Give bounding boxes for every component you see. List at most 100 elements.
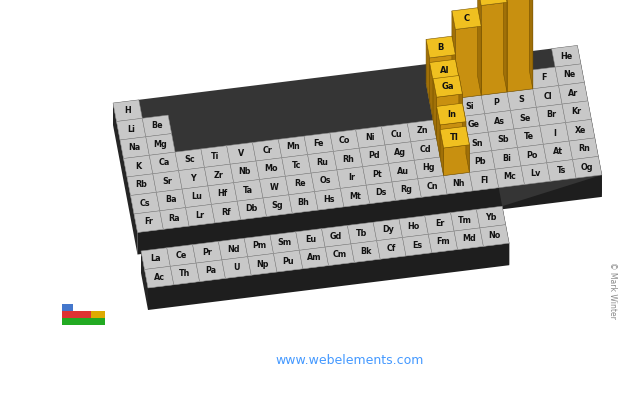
Text: Kr: Kr bbox=[572, 107, 582, 116]
Polygon shape bbox=[330, 130, 359, 151]
Polygon shape bbox=[480, 225, 509, 246]
Polygon shape bbox=[366, 182, 396, 204]
Text: Ca: Ca bbox=[158, 158, 170, 168]
Polygon shape bbox=[237, 198, 266, 220]
Text: B: B bbox=[438, 42, 444, 52]
Polygon shape bbox=[351, 241, 380, 262]
Polygon shape bbox=[149, 152, 179, 174]
Text: Zn: Zn bbox=[416, 126, 428, 136]
Polygon shape bbox=[433, 117, 463, 139]
Polygon shape bbox=[569, 138, 598, 160]
Polygon shape bbox=[204, 164, 234, 186]
Text: Bh: Bh bbox=[298, 198, 309, 207]
Text: Tl: Tl bbox=[451, 133, 459, 142]
Polygon shape bbox=[552, 45, 581, 67]
Polygon shape bbox=[403, 234, 432, 256]
Polygon shape bbox=[113, 103, 138, 254]
Polygon shape bbox=[511, 107, 540, 129]
Polygon shape bbox=[167, 245, 196, 266]
Polygon shape bbox=[289, 192, 318, 213]
Text: Lv: Lv bbox=[531, 169, 541, 178]
Text: H: H bbox=[124, 106, 131, 115]
Polygon shape bbox=[440, 154, 469, 176]
Polygon shape bbox=[381, 123, 411, 145]
Polygon shape bbox=[227, 142, 256, 164]
Text: Na: Na bbox=[129, 143, 141, 152]
Text: Ta: Ta bbox=[243, 186, 253, 195]
Text: Sm: Sm bbox=[278, 238, 292, 247]
Polygon shape bbox=[428, 231, 458, 253]
Polygon shape bbox=[504, 0, 507, 92]
Polygon shape bbox=[411, 139, 440, 160]
Text: Hf: Hf bbox=[218, 189, 228, 198]
Text: V: V bbox=[238, 149, 244, 158]
Text: Al: Al bbox=[440, 66, 449, 75]
Text: Ds: Ds bbox=[375, 188, 387, 197]
Text: Ga: Ga bbox=[442, 82, 454, 91]
Text: Bk: Bk bbox=[360, 247, 371, 256]
Polygon shape bbox=[477, 8, 481, 95]
Text: Mo: Mo bbox=[264, 164, 277, 173]
Text: Ba: Ba bbox=[165, 196, 177, 204]
Text: Rg: Rg bbox=[401, 185, 413, 194]
Polygon shape bbox=[488, 129, 518, 151]
Polygon shape bbox=[502, 206, 509, 265]
Text: Hg: Hg bbox=[422, 164, 435, 172]
Polygon shape bbox=[407, 120, 436, 142]
Polygon shape bbox=[507, 0, 532, 92]
Text: Pt: Pt bbox=[372, 170, 382, 179]
Polygon shape bbox=[230, 161, 259, 183]
Text: Dy: Dy bbox=[382, 225, 394, 234]
Text: Rh: Rh bbox=[342, 154, 354, 164]
Polygon shape bbox=[444, 145, 469, 176]
Text: Fr: Fr bbox=[144, 217, 153, 226]
Text: Ar: Ar bbox=[568, 89, 579, 98]
Polygon shape bbox=[444, 172, 473, 194]
Polygon shape bbox=[418, 176, 447, 197]
Polygon shape bbox=[377, 238, 406, 259]
Text: I: I bbox=[553, 129, 556, 138]
Polygon shape bbox=[452, 8, 481, 29]
Polygon shape bbox=[577, 45, 602, 197]
Polygon shape bbox=[186, 204, 215, 226]
Text: Tc: Tc bbox=[292, 161, 301, 170]
Text: S: S bbox=[518, 95, 525, 104]
Text: Ga: Ga bbox=[442, 123, 454, 132]
Polygon shape bbox=[160, 208, 189, 229]
Text: Os: Os bbox=[320, 176, 332, 185]
Polygon shape bbox=[436, 135, 466, 157]
Text: Lu: Lu bbox=[191, 192, 202, 201]
Text: Th: Th bbox=[179, 270, 191, 278]
Polygon shape bbox=[134, 211, 163, 232]
Text: Fm: Fm bbox=[436, 238, 450, 246]
Text: Mg: Mg bbox=[154, 140, 167, 149]
Polygon shape bbox=[469, 169, 499, 191]
Text: www.webelements.com: www.webelements.com bbox=[276, 354, 424, 366]
Polygon shape bbox=[566, 119, 595, 141]
Text: Li: Li bbox=[127, 125, 135, 134]
Text: Ra: Ra bbox=[168, 214, 180, 223]
Text: In: In bbox=[447, 110, 456, 118]
Polygon shape bbox=[170, 263, 200, 285]
Polygon shape bbox=[573, 156, 602, 178]
Text: Cl: Cl bbox=[543, 92, 552, 101]
Text: Lr: Lr bbox=[196, 211, 205, 220]
Text: Y: Y bbox=[190, 174, 196, 183]
Bar bbox=[62, 318, 105, 325]
Text: Cd: Cd bbox=[420, 145, 431, 154]
Polygon shape bbox=[308, 151, 337, 173]
Text: Gd: Gd bbox=[330, 232, 342, 241]
Text: Co: Co bbox=[339, 136, 350, 145]
Polygon shape bbox=[333, 148, 363, 170]
Polygon shape bbox=[529, 67, 559, 89]
Text: Re: Re bbox=[294, 180, 306, 188]
Polygon shape bbox=[429, 55, 456, 102]
Polygon shape bbox=[463, 103, 466, 154]
Polygon shape bbox=[278, 136, 308, 158]
Polygon shape bbox=[433, 79, 436, 139]
Text: N: N bbox=[489, 80, 496, 89]
Polygon shape bbox=[440, 126, 469, 148]
Polygon shape bbox=[514, 126, 543, 148]
Polygon shape bbox=[429, 59, 459, 81]
Polygon shape bbox=[543, 141, 573, 163]
